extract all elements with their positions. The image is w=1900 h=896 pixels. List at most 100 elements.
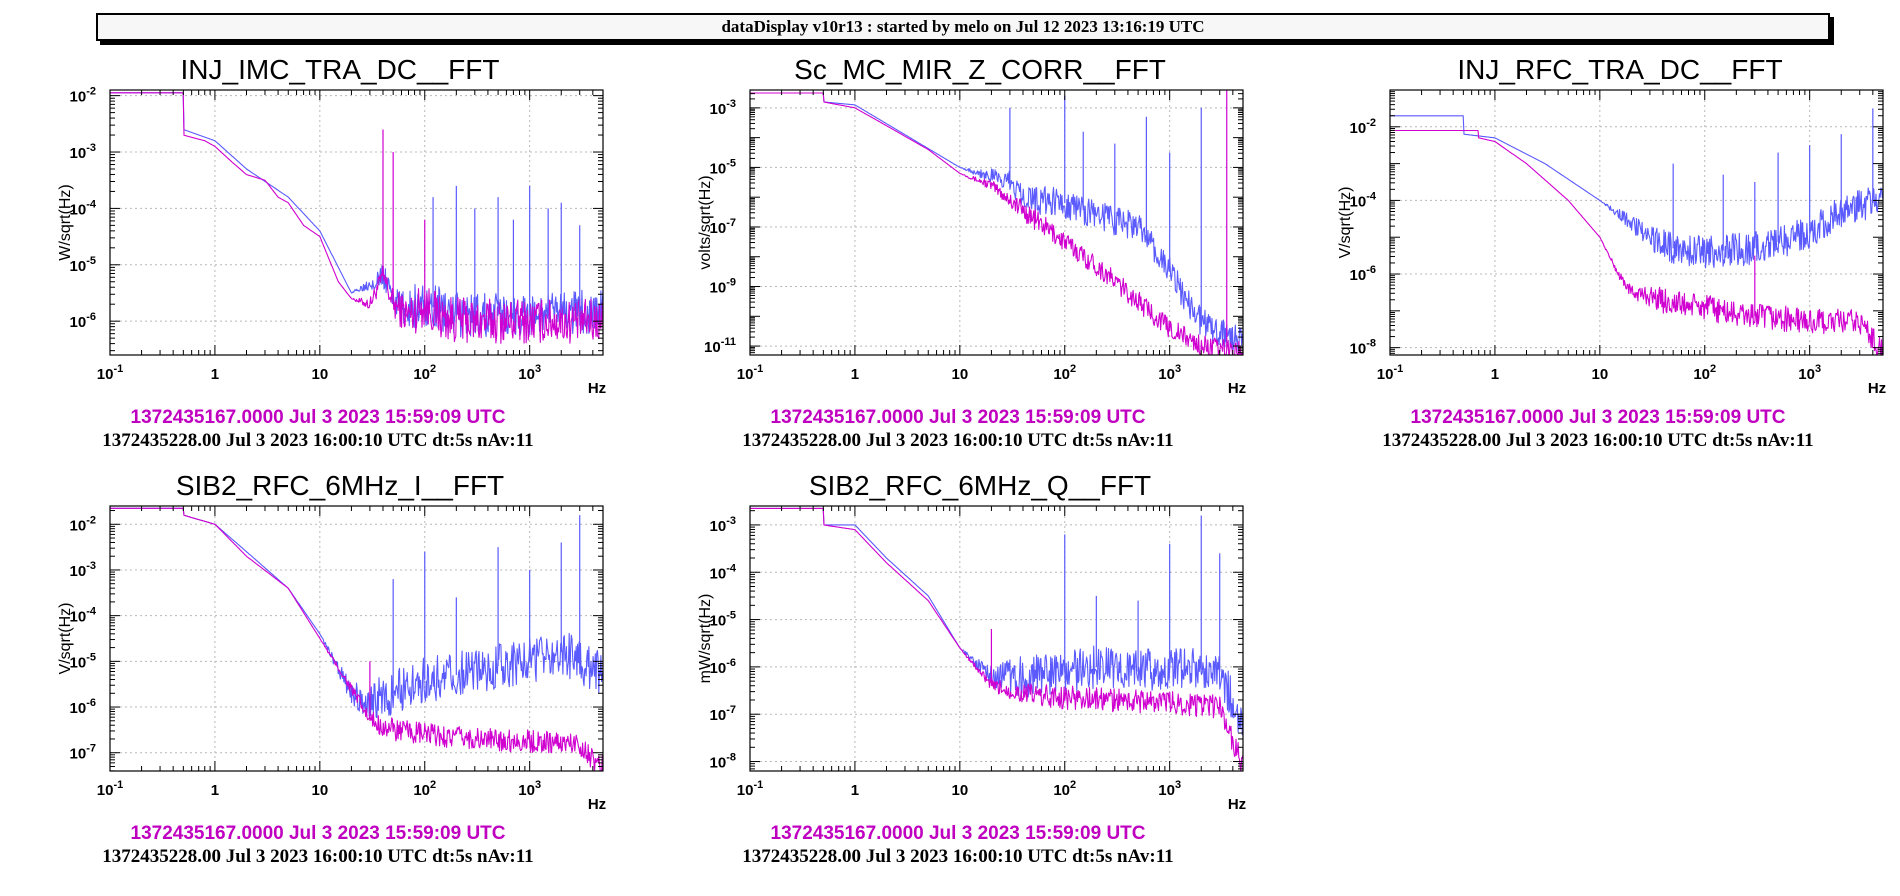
x-tick-label: 103 — [1158, 779, 1181, 799]
x-tick-label: 102 — [1053, 779, 1076, 799]
y-tick-label: 10-6 — [1350, 264, 1376, 284]
y-tick-label: 10-7 — [710, 704, 736, 724]
plot-frame — [749, 505, 1244, 772]
plot-title: INJ_IMC_TRA_DC__FFT — [181, 54, 500, 85]
x-tick-label: 103 — [1158, 363, 1181, 383]
plot-panel-5: SIB2_RFC_6MHz_Q__FFT mW/sqrt(Hz) 10-1 1 10 10… — [640, 466, 1280, 896]
y-tick-label: 10-6 — [70, 311, 96, 331]
current-timestamp: 1372435228.00 Jul 3 2023 16:00:10 UTC dt… — [102, 846, 533, 867]
y-axis-ticks — [750, 93, 1243, 354]
reference-timestamp: 1372435167.0000 Jul 3 2023 15:59:09 UTC — [131, 407, 506, 428]
current-spectrum-line — [1390, 115, 1883, 269]
y-axis-label: volts/sqrt(Hz) — [697, 175, 714, 269]
x-tick-label: 103 — [1798, 363, 1821, 383]
fft-plot: SIB2_RFC_6MHz_I__FFT V/sqrt(Hz) 10-1 1 10 102… — [57, 470, 606, 867]
x-axis-label: Hz — [588, 796, 606, 813]
plot-frame — [109, 505, 604, 772]
fft-plot: INJ_RFC_TRA_DC__FFT V/sqrt(Hz) 10-1 1 10 102 1… — [1337, 54, 1886, 451]
plot-panel-1: INJ_IMC_TRA_DC__FFT W/sqrt(Hz) 10-1 1 10 102 1… — [0, 50, 640, 480]
plot-frame — [109, 89, 604, 356]
y-axis-ticks — [110, 95, 603, 352]
plot-panel-3: INJ_RFC_TRA_DC__FFT V/sqrt(Hz) 10-1 1 10 102 1… — [1280, 50, 1900, 480]
y-tick-label: 10-2 — [70, 514, 96, 534]
x-axis-ticks — [1389, 90, 1884, 355]
current-timestamp: 1372435228.00 Jul 3 2023 16:00:10 UTC dt… — [742, 430, 1173, 451]
x-axis-ticks — [109, 90, 604, 355]
reference-timestamp: 1372435167.0000 Jul 3 2023 15:59:09 UTC — [771, 823, 1146, 844]
plot-title: SIB2_RFC_6MHz_Q__FFT — [809, 470, 1151, 501]
y-axis-ticks — [1390, 89, 1883, 354]
x-tick-label: 10 — [311, 782, 328, 799]
current-spectrum-line — [750, 507, 1243, 736]
x-axis-label: Hz — [588, 380, 606, 397]
x-axis-label: Hz — [1228, 796, 1246, 813]
reference-spectrum-line — [750, 507, 1243, 771]
x-tick-label: 10-1 — [97, 779, 123, 799]
y-tick-label: 10-7 — [70, 743, 96, 763]
y-tick-label: 10-5 — [70, 651, 96, 671]
current-timestamp: 1372435228.00 Jul 3 2023 16:00:10 UTC dt… — [102, 430, 533, 451]
y-tick-label: 10-5 — [70, 255, 96, 275]
x-tick-label: 10 — [1591, 366, 1608, 383]
x-axis-ticks — [749, 506, 1244, 771]
reference-spectrum-line — [750, 92, 1243, 355]
x-tick-label: 1 — [211, 782, 219, 799]
reference-spectrum-line — [1390, 129, 1883, 355]
app-title: dataDisplay v10r13 : started by melo on … — [721, 17, 1205, 36]
plot-panel-2: Sc_MC_MIR_Z_CORR__FFT volts/sqrt(Hz) 10-1 1… — [640, 50, 1280, 480]
x-tick-label: 103 — [518, 363, 541, 383]
y-tick-label: 10-4 — [70, 606, 97, 626]
fft-plot: SIB2_RFC_6MHz_Q__FFT mW/sqrt(Hz) 10-1 1 10 10… — [697, 470, 1246, 867]
y-tick-label: 10-2 — [1350, 117, 1376, 137]
y-axis-label: W/sqrt(Hz) — [57, 184, 74, 260]
x-axis-label: Hz — [1868, 380, 1886, 397]
y-tick-label: 10-4 — [70, 198, 97, 218]
y-axis-ticks — [750, 510, 1243, 770]
x-tick-label: 102 — [1053, 363, 1076, 383]
x-tick-label: 10-1 — [737, 363, 763, 383]
current-timestamp: 1372435228.00 Jul 3 2023 16:00:10 UTC dt… — [1382, 430, 1813, 451]
grid — [749, 506, 1243, 771]
x-tick-label: 1 — [851, 366, 859, 383]
y-tick-label: 10-8 — [710, 752, 736, 772]
window-title-bar: dataDisplay v10r13 : started by melo on … — [96, 13, 1830, 41]
x-tick-label: 102 — [413, 363, 436, 383]
x-axis-label: Hz — [1228, 380, 1246, 397]
y-tick-label: 10-9 — [710, 277, 736, 297]
reference-timestamp: 1372435167.0000 Jul 3 2023 15:59:09 UTC — [1411, 407, 1786, 428]
y-axis-label: V/sqrt(Hz) — [1337, 187, 1354, 259]
y-tick-label: 10-3 — [70, 560, 96, 580]
current-spectrum-line — [110, 507, 603, 719]
fft-plot: INJ_IMC_TRA_DC__FFT W/sqrt(Hz) 10-1 1 10 102 1… — [57, 54, 606, 451]
current-timestamp: 1372435228.00 Jul 3 2023 16:00:10 UTC dt… — [742, 846, 1173, 867]
x-tick-label: 102 — [1693, 363, 1716, 383]
x-tick-label: 10 — [951, 366, 968, 383]
plot-panel-4: SIB2_RFC_6MHz_I__FFT V/sqrt(Hz) 10-1 1 10 102… — [0, 466, 640, 896]
current-spectrum-line — [110, 92, 603, 338]
x-tick-label: 10 — [951, 782, 968, 799]
reference-spectrum-line — [110, 92, 603, 344]
x-axis-ticks — [749, 90, 1244, 355]
plot-title: INJ_RFC_TRA_DC__FFT — [1457, 54, 1782, 85]
y-axis-label: V/sqrt(Hz) — [57, 603, 74, 675]
x-tick-label: 10-1 — [737, 779, 763, 799]
x-tick-label: 10-1 — [97, 363, 123, 383]
plot-title: SIB2_RFC_6MHz_I__FFT — [176, 470, 504, 501]
x-axis-ticks — [109, 506, 604, 771]
y-tick-label: 10-4 — [710, 562, 737, 582]
reference-spectrum-line — [110, 507, 603, 771]
x-tick-label: 1 — [1491, 366, 1499, 383]
plot-frame — [1389, 89, 1884, 356]
y-tick-label: 10-4 — [1350, 190, 1377, 210]
grid — [749, 90, 1243, 355]
reference-timestamp: 1372435167.0000 Jul 3 2023 15:59:09 UTC — [131, 823, 506, 844]
y-tick-label: 10-5 — [710, 610, 736, 630]
x-tick-label: 103 — [518, 779, 541, 799]
x-tick-label: 10 — [311, 366, 328, 383]
y-axis-label: mW/sqrt(Hz) — [697, 594, 714, 684]
plot-frame — [749, 89, 1244, 356]
y-tick-label: 10-6 — [710, 657, 736, 677]
x-tick-label: 1 — [851, 782, 859, 799]
y-tick-label: 10-3 — [70, 142, 96, 162]
